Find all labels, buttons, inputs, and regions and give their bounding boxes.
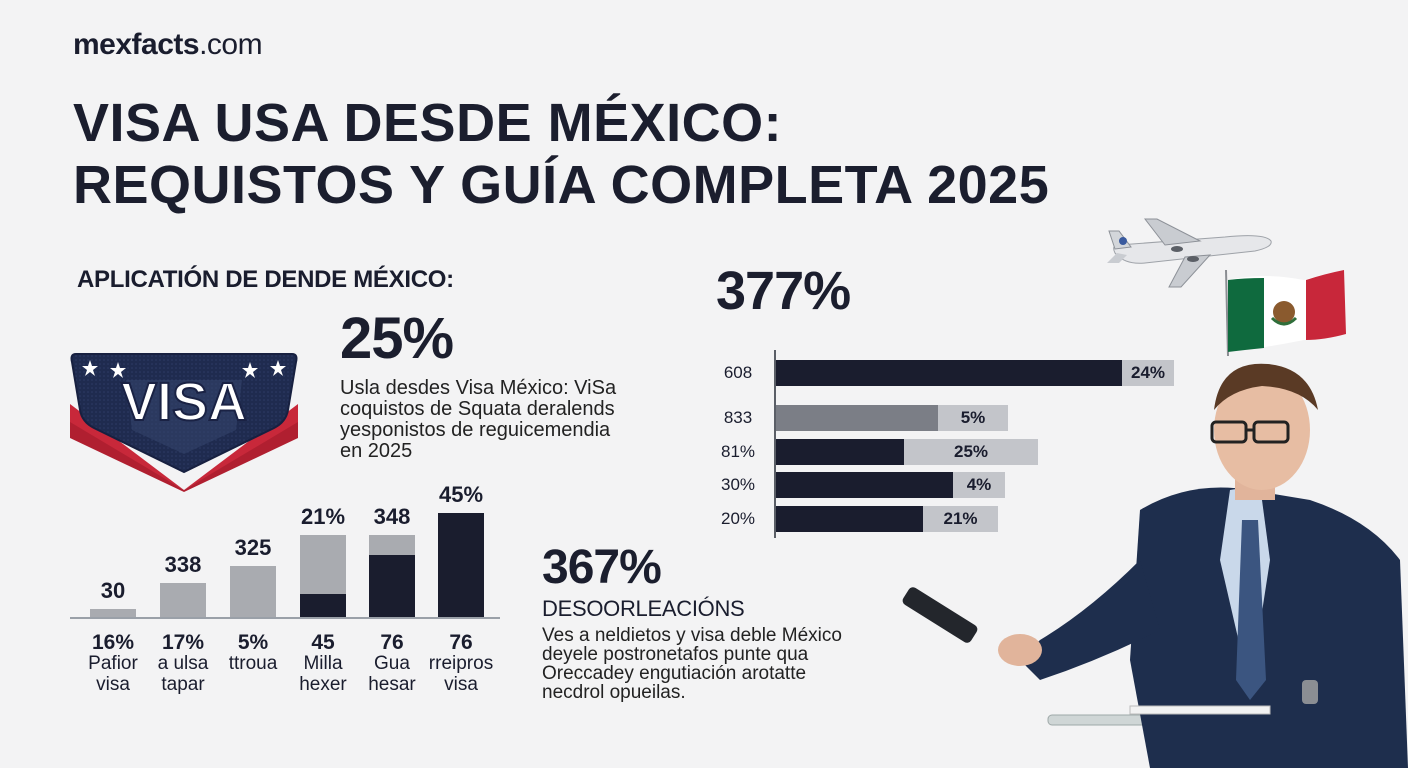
- vbar-dark: [369, 555, 415, 618]
- vbar-value: 21%: [300, 504, 346, 529]
- vbar-category-label: 45 Milla hexer: [278, 632, 368, 695]
- stat-367-value: 367%: [542, 541, 662, 594]
- horizontal-bar-chart: 608 24% 833 5% 81% 25% 30% 4% 20% 21%: [714, 350, 1194, 540]
- vbar-column: 45%: [438, 482, 484, 618]
- category-name: Pafior visa: [88, 653, 138, 695]
- stat-367-label: DESOORLEACIÓNS: [542, 596, 745, 621]
- vbar-column: 30: [90, 578, 136, 618]
- hbar-row: 20% 21%: [714, 506, 1194, 532]
- vbar-value: 338: [164, 552, 202, 577]
- vbar-category-label: 5% ttroua: [228, 631, 278, 674]
- brand-domain: .com: [199, 28, 263, 61]
- hbar-primary: [776, 405, 938, 431]
- businessman-with-phone-illustration: [890, 360, 1408, 768]
- stat-377-value: 377%: [716, 261, 851, 321]
- hbar-primary: [776, 506, 923, 532]
- vbar-light: [369, 535, 415, 555]
- vbar-dark: [438, 513, 484, 618]
- vbar-category-label: 76 rreipros visa: [416, 632, 506, 695]
- visa-badge-icon: VISA: [66, 350, 302, 492]
- category-name: rreipros visa: [428, 653, 494, 695]
- mexico-flag-icon: [1224, 268, 1346, 357]
- vbar-category-label: 17% a ulsa tapar: [138, 632, 228, 695]
- brand-name: mexfacts: [73, 28, 200, 61]
- vbar-column: 348: [369, 504, 415, 618]
- hbar-row: 30% 4%: [714, 472, 1194, 498]
- stat-367-description: Ves a neldietos y visa deble México deye…: [542, 625, 842, 703]
- category-name: a ulsa tapar: [157, 653, 209, 695]
- vbar-light: [230, 566, 276, 618]
- vbar-value: 348: [373, 504, 411, 529]
- vbar-value: 325: [234, 535, 272, 560]
- x-axis-line: [70, 617, 500, 619]
- hbar-primary: [776, 360, 1122, 386]
- hbar-category: 30%: [720, 475, 756, 494]
- category-name: Gua hesar: [368, 653, 416, 695]
- vbar-category-label: 16% Pafior visa: [68, 632, 158, 695]
- airplane-icon: [1105, 215, 1275, 290]
- vertical-bar-chart: 30 338 325 21% 348 45% 16% Pafior visa 17…: [68, 482, 500, 705]
- section-subheading: APLICATIÓN DE DENDE MÉXICO:: [77, 266, 454, 293]
- hbar-primary: [776, 472, 953, 498]
- vbar-column: 325: [230, 535, 276, 618]
- y-axis-line: [774, 350, 776, 538]
- hbar-secondary: 4%: [953, 472, 1005, 498]
- hbar-secondary: 5%: [938, 405, 1008, 431]
- hbar-secondary: 24%: [1122, 360, 1174, 386]
- vbar-light: [300, 535, 346, 594]
- hbar-primary: [776, 439, 904, 465]
- hbar-secondary: 25%: [904, 439, 1038, 465]
- page-title-line-2: REQUISTOS Y GUÍA COMPLETA 2025: [73, 155, 1050, 215]
- vbar-dark: [300, 594, 346, 618]
- stat-25-value: 25%: [340, 306, 454, 371]
- hbar-row: 608 24%: [714, 360, 1194, 386]
- badge-text: VISA: [121, 372, 247, 432]
- page-title-line-1: VISA USA DESDE MÉXICO:: [73, 93, 783, 153]
- hbar-row: 833 5%: [714, 405, 1194, 431]
- vbar-value: 45%: [438, 482, 484, 507]
- vbar-light: [90, 609, 136, 618]
- hbar-secondary: 21%: [923, 506, 998, 532]
- brand-logo[interactable]: mexfacts.com: [73, 28, 263, 62]
- hbar-category: 20%: [720, 509, 756, 528]
- vbar-value: 30: [100, 578, 126, 603]
- vbar-column: 338: [160, 552, 206, 618]
- hbar-category: 608: [723, 363, 753, 382]
- vbar-category-label: 76 Gua hesar: [347, 632, 437, 695]
- vbar-column: 21%: [300, 504, 346, 618]
- hbar-category: 81%: [720, 442, 756, 461]
- stat-25-description: Usla desdes Visa México: ViSa coquistos …: [340, 377, 617, 462]
- category-name: Milla hexer: [299, 653, 347, 695]
- hbar-category: 833: [723, 408, 753, 427]
- vbar-light: [160, 583, 206, 618]
- hbar-row: 81% 25%: [714, 439, 1194, 465]
